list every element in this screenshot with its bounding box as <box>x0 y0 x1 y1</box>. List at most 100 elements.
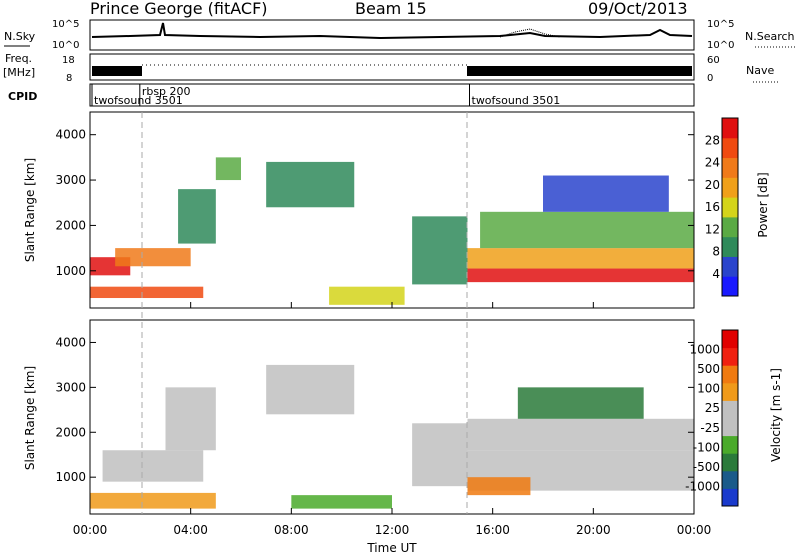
heatmap-band <box>266 161 355 208</box>
colorbar-segment <box>722 330 738 349</box>
heatmap-band <box>165 387 216 451</box>
power-panel: 4000 3000 2000 1000 Slant Range [km] <box>23 111 695 309</box>
y-tick-label: 2000 <box>55 425 86 439</box>
date-title: 09/Oct/2013 <box>588 0 688 18</box>
x-axis-label: Time UT <box>366 541 417 554</box>
heatmap-band <box>329 286 405 305</box>
colorbar-tick-label: 16 <box>705 200 720 214</box>
velocity-bands <box>90 364 694 509</box>
colorbar-tick-label: 4 <box>712 267 720 281</box>
power-colorbar-label: Power [dB] <box>756 172 770 237</box>
x-tick-label: 20:00 <box>576 523 611 537</box>
heatmap-band <box>467 248 694 269</box>
cpid-segment-label: twofsound 3501 <box>472 94 561 107</box>
heatmap-band <box>291 495 392 509</box>
y-tick-label: 3000 <box>55 380 86 394</box>
sky-panel-frame <box>89 19 695 51</box>
heatmap-band <box>517 387 644 419</box>
x-tick-label: 00:00 <box>73 523 108 537</box>
velocity-colorbar-label: Velocity [m s-1] <box>769 368 783 462</box>
colorbar-segment <box>722 118 738 139</box>
velocity-y-axis: 4000 3000 2000 1000 <box>55 335 694 484</box>
colorbar-segment <box>722 276 738 297</box>
colorbar-frame <box>721 117 739 297</box>
velocity-ylabel: Slant Range [km] <box>23 366 37 470</box>
colorbar-tick-label: 25 <box>705 401 720 415</box>
colorbar-segment <box>722 216 738 238</box>
colorbar-tick-label: 28 <box>705 133 720 147</box>
colorbar-tick-label: 1000 <box>689 343 720 357</box>
colorbar-tick-label: -100 <box>693 440 720 454</box>
colorbar-tick-label: -25 <box>700 421 720 435</box>
colorbar-tick-label: 24 <box>705 156 720 170</box>
beam-title: Beam 15 <box>355 0 427 18</box>
x-tick-label: 00:00 <box>677 523 712 537</box>
velocity-x-axis: 00:00 04:00 08:00 12:00 16:00 20:00 00:00 <box>73 302 712 537</box>
colorbar-tick-label: 100 <box>697 382 720 396</box>
colorbar-segment <box>722 488 738 507</box>
heatmap-band <box>467 477 531 496</box>
colorbar-segment <box>722 177 738 198</box>
cpid-panel-frame <box>89 83 695 107</box>
nave-tick-top: 60 <box>707 55 720 66</box>
colorbar-tick-label: -1000 <box>685 479 720 493</box>
freq-tick-bottom: 8 <box>66 73 72 84</box>
power-colorbar: 28 24 20 16 12 8 4 <box>705 117 739 297</box>
cpid-segment-label: rbsp 200 <box>142 85 191 98</box>
colorbar-segment <box>722 365 738 384</box>
cpid-label: CPID <box>8 90 37 103</box>
colorbar-segment <box>722 418 738 437</box>
colorbar-segment <box>722 137 738 159</box>
y-tick-label: 4000 <box>55 128 86 142</box>
heatmap-band <box>467 418 694 451</box>
heatmap-band <box>543 175 669 212</box>
freq-block-1 <box>92 66 142 76</box>
nave-tick-bottom: 0 <box>707 73 713 84</box>
freq-label-2: [MHz] <box>3 66 35 79</box>
sky-right-tick-top: 10^5 <box>707 19 734 30</box>
colorbar-segment <box>722 256 738 277</box>
heatmap-band <box>90 286 204 299</box>
y-tick-label: 3000 <box>55 173 86 187</box>
y-tick-label: 2000 <box>55 218 86 232</box>
power-bands <box>90 157 694 305</box>
y-tick-label: 1000 <box>55 264 86 278</box>
freq-block-2 <box>467 66 692 76</box>
colorbar-segment <box>722 236 738 257</box>
velocity-colorbar: 1000 500 100 25 -25 -100 -500 -1000 <box>685 329 739 507</box>
sky-left-label: N.Sky <box>4 30 36 43</box>
heatmap-band <box>102 450 204 482</box>
power-ylabel: Slant Range [km] <box>23 158 37 262</box>
station-title: Prince George (fitACF) <box>90 0 268 18</box>
colorbar-segment <box>722 453 738 472</box>
cpid-segment-label: twofsound 3501 <box>94 94 183 107</box>
freq-label-1: Freq. <box>5 52 32 65</box>
sky-right-label: N.Search <box>745 30 795 43</box>
colorbar-segment <box>722 435 738 454</box>
x-tick-label: 12:00 <box>375 523 410 537</box>
y-tick-label: 4000 <box>55 335 86 349</box>
y-tick-label: 1000 <box>55 470 86 484</box>
heatmap-band <box>215 157 241 181</box>
heatmap-band <box>412 216 468 285</box>
colorbar-segment <box>722 157 738 178</box>
colorbar-segment <box>722 470 738 489</box>
heatmap-band <box>178 189 216 244</box>
search-count-trace <box>499 28 561 38</box>
colorbar-tick-label: 500 <box>697 362 720 376</box>
colorbar-tick-label: 8 <box>712 245 720 259</box>
colorbar-segment <box>722 347 738 366</box>
colorbar-tick-label: -500 <box>693 460 720 474</box>
heatmap-band <box>90 492 216 509</box>
heatmap-band <box>266 364 355 415</box>
heatmap-band <box>480 211 694 249</box>
freq-panel-frame <box>89 53 695 81</box>
freq-tick-top: 18 <box>62 55 75 66</box>
colorbar-segment <box>722 400 738 419</box>
sky-right-tick-bottom: 10^0 <box>707 40 734 51</box>
x-tick-label: 08:00 <box>274 523 309 537</box>
x-tick-label: 04:00 <box>173 523 208 537</box>
x-tick-label: 16:00 <box>475 523 510 537</box>
